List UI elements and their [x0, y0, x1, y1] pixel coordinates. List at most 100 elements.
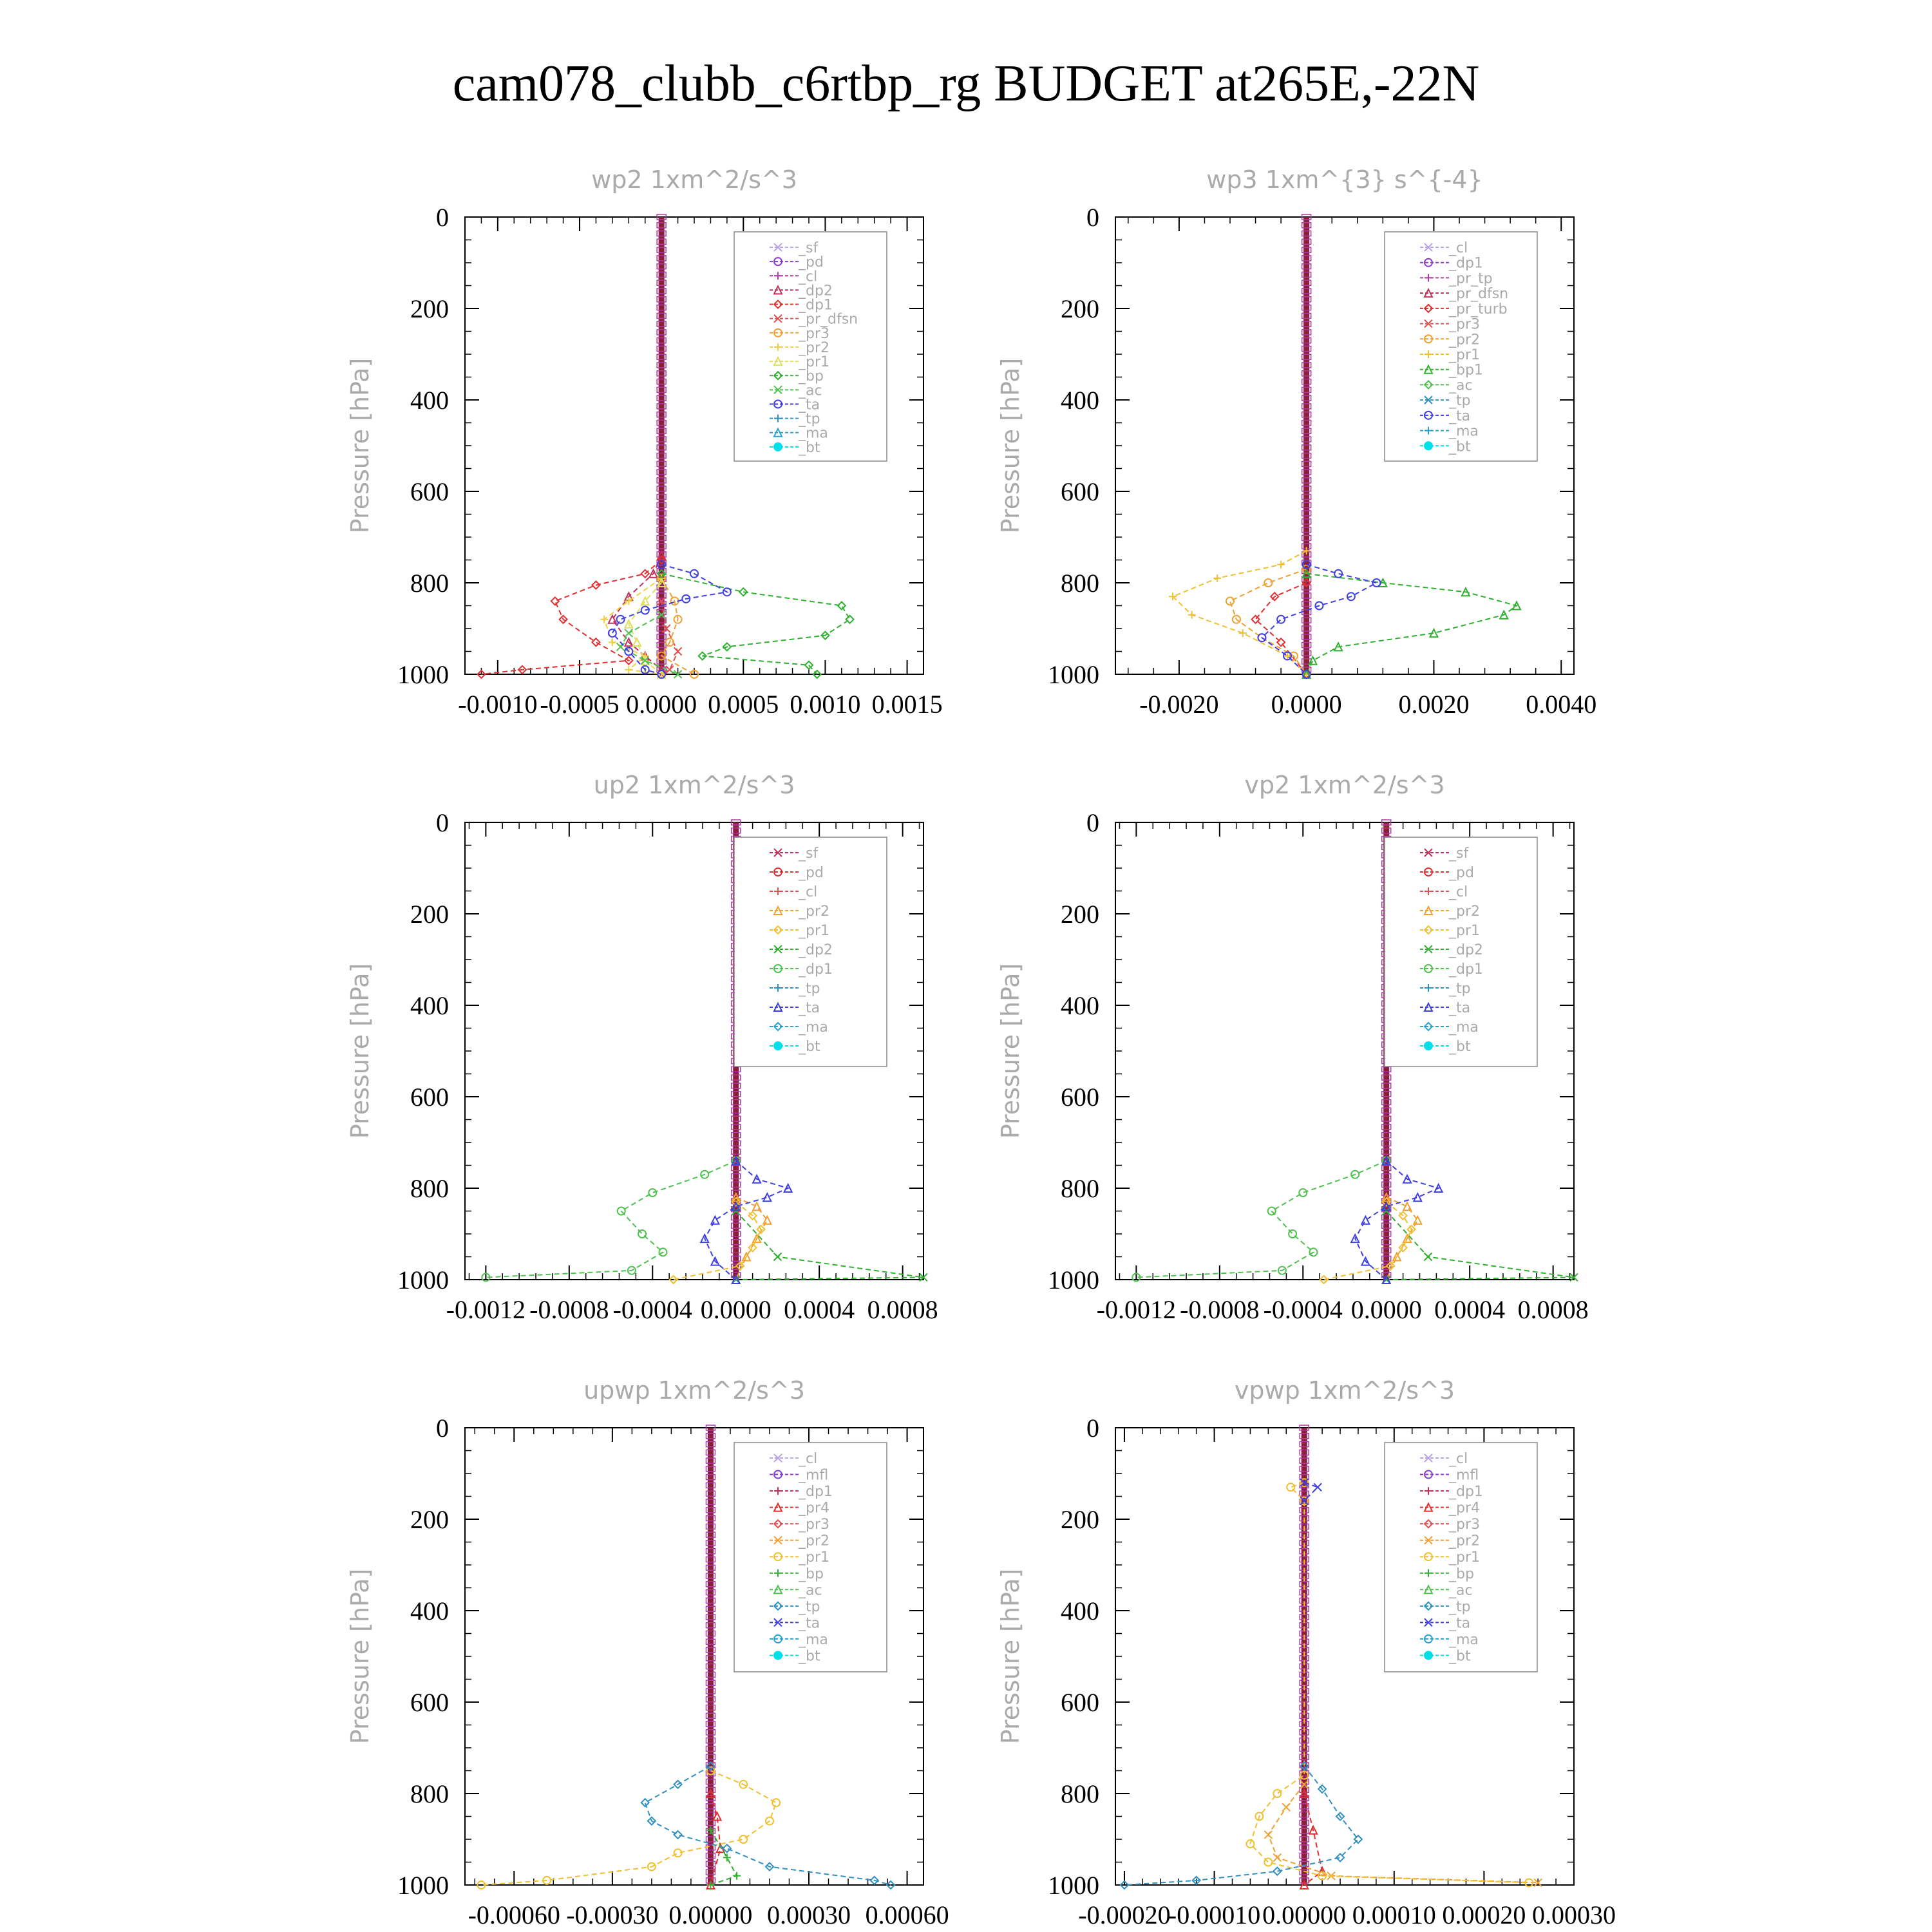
legend-label: _ta	[1448, 1615, 1470, 1631]
legend-label: _ta	[798, 397, 820, 413]
legend-entry: _tp	[770, 981, 820, 997]
x-tick-label: 0.0008	[867, 1295, 938, 1324]
series-pr4	[1299, 1788, 1327, 1889]
panel-title: wp2 1xm^2/s^3	[591, 166, 797, 194]
series-line	[1303, 1793, 1323, 1886]
series-line	[611, 564, 729, 675]
legend-entry: _ta	[1420, 1000, 1470, 1016]
panel-title: vp2 1xm^2/s^3	[1244, 771, 1444, 799]
x-tick-label: 0.0004	[784, 1295, 855, 1324]
legend-label: _sf	[1448, 846, 1469, 862]
legend-entry: _pr1	[1420, 923, 1480, 939]
series-ta	[699, 1155, 793, 1284]
legend-entry: _bt	[770, 1039, 820, 1055]
legend-box	[734, 1442, 887, 1672]
legend-label: _cl	[1448, 1451, 1468, 1467]
x-tick-label: 0.0040	[1526, 690, 1596, 719]
y-tick-label: 0	[436, 1414, 449, 1443]
legend: _cl_dp1_pr_tp_pr_dfsn_pr_turb_pr3_pr2_pr…	[1384, 231, 1538, 462]
y-axis-label: Pressure [hPa]	[996, 358, 1025, 534]
legend-entry: _pr1	[1420, 347, 1480, 363]
legend-entry: _pr1	[770, 354, 829, 370]
y-tick-label: 800	[1061, 569, 1099, 598]
legend-label: _pr2	[798, 340, 829, 356]
legend-label: _pr3	[798, 1517, 829, 1533]
x-tick-label: -0.0012	[446, 1295, 526, 1324]
panel-5: upwp 1xm^2/s^3 Pressure [hPa] 0 200 400 600 80…	[346, 1376, 949, 1929]
x-tick-label: 0.0000	[626, 690, 697, 719]
legend-entry: _pr4	[1420, 1501, 1480, 1517]
zero-series-stack	[656, 214, 667, 674]
legend-label: _ma	[798, 1632, 828, 1648]
legend-entry: _bt	[1420, 439, 1471, 455]
x-tick-label: -0.00020	[1078, 1900, 1170, 1929]
x-tick-label: -0.0005	[540, 690, 619, 719]
legend-entry: _ta	[1420, 1615, 1470, 1631]
legend-entry: _dp2	[770, 942, 833, 958]
x-tick-label: 0.0015	[872, 690, 943, 719]
legend-entry: _pr_tp	[1420, 270, 1493, 287]
legend-label: _pr_turb	[1448, 301, 1508, 317]
legend-entry: _pr1	[770, 923, 829, 939]
legend-entry: _bp	[770, 368, 824, 384]
legend-entry: _ta	[770, 1000, 820, 1016]
series-dp1	[1132, 1156, 1391, 1282]
legend-entry: _cl	[770, 884, 817, 900]
legend: _cl_mfl_dp1_pr4_pr3_pr2_pr1_bp_ac_tp_ta_…	[734, 1442, 887, 1672]
x-tick-label: 0.00030	[767, 1900, 851, 1929]
series-pr2	[731, 1191, 772, 1284]
x-tick-label: -0.0008	[1180, 1295, 1259, 1324]
y-tick-label: 800	[1061, 1174, 1099, 1203]
legend-entry: _pr4	[770, 1501, 829, 1517]
legend-label: _pr3	[1448, 1517, 1480, 1533]
legend-box	[1384, 837, 1538, 1067]
legend-entry: _pr1	[770, 1549, 829, 1566]
legend-label: _pr3	[798, 326, 829, 342]
legend-entry: _ac	[770, 383, 822, 399]
series-pr2	[1381, 1191, 1423, 1284]
series-ta	[607, 560, 732, 679]
legend-entry: _cl	[770, 1451, 817, 1467]
series-bp	[706, 1826, 741, 1889]
legend-label: _ta	[1448, 408, 1470, 424]
legend-entry: _ma	[770, 1019, 828, 1036]
series-line	[1260, 564, 1379, 675]
legend-label: _mfl	[1448, 1468, 1479, 1484]
legend-label: _dp1	[798, 298, 833, 314]
legend-label: _pd	[1448, 865, 1474, 881]
legend-entry: _cl	[1420, 1451, 1468, 1467]
legend-entry: _mfl	[1420, 1468, 1479, 1484]
x-tick-label: 0.0000	[1271, 690, 1342, 719]
panel-title: upwp 1xm^2/s^3	[583, 1376, 805, 1405]
legend-entry: _cl	[770, 269, 817, 285]
y-tick-label: 600	[410, 477, 449, 506]
legend-label: _pr1	[798, 1549, 829, 1566]
y-tick-label: 1000	[397, 660, 449, 689]
legend-label: _pr2	[798, 904, 829, 920]
legend-entry: _ma	[770, 1632, 828, 1648]
legend-label: _bt	[798, 1648, 820, 1664]
legend-entry: _sf	[1420, 846, 1469, 862]
series-line	[1303, 1482, 1319, 1502]
legend-label: _dp1	[798, 961, 833, 978]
legend-label: _tp	[798, 1599, 820, 1615]
series-dp1	[481, 1156, 741, 1282]
x-tick-label: 0.00010	[1352, 1900, 1436, 1929]
y-tick-label: 0	[436, 203, 449, 232]
legend-label: _pr2	[1448, 1533, 1480, 1549]
x-tick-label: 0.0008	[1518, 1295, 1589, 1324]
legend-label: _dp1	[1448, 1484, 1483, 1500]
legend-label: _pr2	[798, 1533, 829, 1549]
y-tick-label: 1000	[1048, 1265, 1099, 1294]
x-tick-label: 0.00060	[866, 1900, 949, 1929]
series-line	[611, 554, 663, 670]
legend-entry: _pr3	[1420, 1517, 1480, 1533]
legend-label: _tp	[798, 981, 820, 997]
y-tick-label: 0	[1086, 808, 1099, 837]
legend-label: _bp	[1448, 1566, 1474, 1582]
legend-entry: _pr2	[1420, 332, 1480, 348]
legend-label: _ma	[798, 426, 828, 442]
legend-entry: _dp1	[1420, 1484, 1483, 1500]
legend-entry: _mfl	[770, 1468, 828, 1484]
legend-entry: _bp	[1420, 1566, 1474, 1582]
